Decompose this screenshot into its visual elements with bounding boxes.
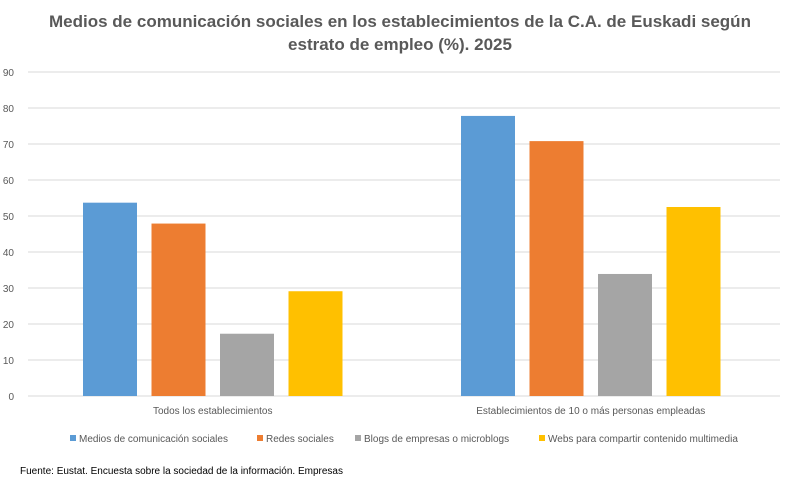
y-tick-label: 30 xyxy=(3,284,15,295)
y-tick-label: 90 xyxy=(3,68,15,79)
y-tick-label: 60 xyxy=(3,176,15,187)
y-tick-label: 10 xyxy=(3,356,15,367)
legend-swatch xyxy=(257,435,263,441)
source-note: Fuente: Eustat. Encuesta sobre la socied… xyxy=(20,466,343,477)
bar xyxy=(288,291,343,396)
legend-label: Blogs de empresas o microblogs xyxy=(364,434,509,445)
y-tick-label: 0 xyxy=(8,392,14,403)
bar xyxy=(598,273,652,396)
legend-swatch xyxy=(70,435,76,441)
x-tick-label: Establecimientos de 10 o más personas em… xyxy=(476,406,705,417)
y-tick-label: 80 xyxy=(3,104,15,115)
y-tick-label: 40 xyxy=(3,248,15,259)
y-tick-label: 70 xyxy=(3,140,15,151)
y-tick-label: 50 xyxy=(3,212,15,223)
bar xyxy=(220,333,274,396)
legend-label: Redes sociales xyxy=(266,434,334,445)
bar xyxy=(83,202,137,396)
legend-swatch xyxy=(355,435,361,441)
title-line-2: estrato de empleo (%). 2025 xyxy=(288,35,512,54)
title-line-1: Medios de comunicación sociales en los e… xyxy=(49,12,751,31)
y-tick-label: 20 xyxy=(3,320,15,331)
bar xyxy=(461,115,515,397)
x-tick-label: Todos los establecimientos xyxy=(153,406,273,417)
legend-label: Webs para compartir contenido multimedia xyxy=(548,434,738,445)
chart-title: Medios de comunicación sociales en los e… xyxy=(0,10,800,56)
legend-swatch xyxy=(539,435,545,441)
legend-label: Medios de comunicación sociales xyxy=(79,434,228,445)
bar xyxy=(151,223,206,396)
bar xyxy=(529,141,584,396)
bar xyxy=(666,207,721,396)
